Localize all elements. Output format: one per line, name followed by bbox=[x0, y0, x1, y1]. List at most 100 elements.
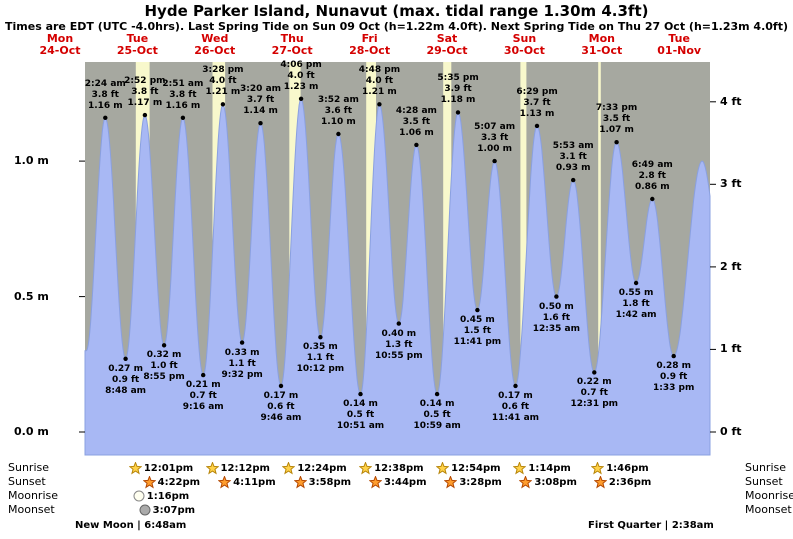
high-tide-annotation: 3:20 am 3.7 ft 1.14 m bbox=[231, 84, 291, 117]
annotation-line: 0.17 m bbox=[498, 390, 533, 401]
day-name: Thu bbox=[280, 32, 304, 45]
day-name: Sat bbox=[436, 32, 458, 45]
sunset-marker: 2:36pm bbox=[593, 475, 652, 489]
tide-extreme-dot bbox=[492, 158, 497, 164]
side-label-left-moonrise: Moonrise bbox=[8, 489, 58, 502]
sunrise-time: 1:14pm bbox=[528, 462, 571, 474]
annotation-line: 3.5 ft bbox=[402, 116, 431, 127]
sunset-time: 3:28pm bbox=[459, 476, 502, 488]
sunset-marker: 3:44pm bbox=[369, 475, 426, 489]
tide-extreme-dot bbox=[298, 96, 304, 102]
annotation-line: 3.7 ft bbox=[523, 97, 551, 108]
annotation-line: 0.32 m bbox=[146, 350, 182, 361]
tide-extreme-dot bbox=[258, 121, 263, 126]
annotation-line: 0.6 ft bbox=[267, 401, 295, 412]
annotation-line: 1.5 ft bbox=[463, 326, 492, 337]
low-tide-annotation: 0.40 m 1.3 ft 10:55 pm bbox=[369, 329, 429, 362]
low-tide-annotation: 0.22 m 0.7 ft 12:31 pm bbox=[564, 377, 624, 410]
tide-extreme-dot bbox=[103, 115, 108, 121]
annotation-line: 5:53 am bbox=[552, 141, 594, 152]
side-label-left-moonset: Moonset bbox=[8, 503, 55, 516]
sunset-marker: 4:22pm bbox=[142, 475, 200, 489]
tide-extreme-dot bbox=[534, 123, 540, 129]
annotation-line: 1.16 m bbox=[87, 100, 123, 111]
day-label: Tue 25-Oct bbox=[102, 33, 172, 57]
day-name: Mon bbox=[588, 32, 615, 45]
high-tide-annotation: 5:35 pm 3.9 ft 1.18 m bbox=[428, 73, 488, 106]
low-tide-annotation: 0.14 m 0.5 ft 10:59 am bbox=[407, 399, 467, 432]
annotation-line: 8:55 pm bbox=[143, 372, 185, 383]
day-label: Thu 27-Oct bbox=[257, 33, 327, 57]
sunset-time: 3:44pm bbox=[384, 476, 427, 488]
sunrise-star-icon bbox=[436, 461, 450, 474]
annotation-line: 1:33 pm bbox=[653, 383, 695, 394]
sunrise-time: 12:01pm bbox=[143, 462, 194, 474]
low-tide-annotation: 0.28 m 0.9 ft 1:33 pm bbox=[644, 361, 704, 394]
moonset-marker: 3:07pm bbox=[139, 503, 195, 517]
annotation-line: 1.16 m bbox=[165, 100, 201, 111]
day-date: 28-Oct bbox=[349, 44, 391, 57]
day-label: Wed 26-Oct bbox=[180, 33, 250, 57]
low-tide-annotation: 0.14 m 0.5 ft 10:51 am bbox=[331, 399, 391, 432]
sunrise-marker: 12:38pm bbox=[359, 461, 424, 475]
sunrise-time: 1:46pm bbox=[606, 462, 649, 474]
high-tide-annotation: 2:24 am 3.8 ft 1.16 m bbox=[75, 79, 135, 112]
low-tide-annotation: 0.35 m 1.1 ft 10:12 pm bbox=[290, 342, 350, 375]
sunrise-star-icon bbox=[282, 461, 296, 474]
tide-extreme-dot bbox=[414, 142, 419, 148]
sunset-star-icon bbox=[142, 475, 156, 488]
moonset-time: 3:07pm bbox=[152, 504, 196, 516]
low-tide-annotation: 0.17 m 0.6 ft 9:46 am bbox=[251, 391, 311, 424]
sunset-star-icon bbox=[593, 475, 607, 488]
annotation-line: 1.3 ft bbox=[385, 339, 413, 350]
day-date: 26-Oct bbox=[194, 44, 236, 57]
annotation-line: 0.50 m bbox=[539, 301, 574, 312]
annotation-line: 6:49 am bbox=[631, 160, 673, 171]
sunrise-marker: 12:01pm bbox=[128, 461, 194, 475]
tide-extreme-dot bbox=[434, 391, 440, 397]
day-date: 31-Oct bbox=[581, 44, 623, 57]
tide-extreme-dot bbox=[671, 353, 676, 359]
high-tide-annotation: 5:53 am 3.1 ft 0.93 m bbox=[543, 141, 603, 174]
sunrise-marker: 12:24pm bbox=[282, 461, 347, 475]
low-tide-annotation: 0.17 m 0.6 ft 11:41 am bbox=[485, 391, 545, 424]
annotation-line: 2:52 pm bbox=[124, 76, 166, 87]
moonset-icon bbox=[139, 504, 151, 516]
low-tide-annotation: 0.50 m 1.6 ft 12:35 am bbox=[526, 302, 586, 335]
day-label: Tue 01-Nov bbox=[644, 33, 714, 57]
annotation-line: 3.8 ft bbox=[169, 89, 197, 100]
sunrise-star-icon bbox=[359, 461, 373, 474]
tide-extreme-dot bbox=[336, 131, 341, 137]
annotation-line: 0.6 ft bbox=[501, 401, 530, 412]
sunrise-marker: 12:54pm bbox=[436, 461, 501, 475]
annotation-line: 3.3 ft bbox=[480, 133, 509, 144]
high-tide-annotation: 2:51 am 3.8 ft 1.16 m bbox=[153, 79, 213, 112]
tide-extreme-dot bbox=[201, 372, 206, 378]
tide-extreme-dot bbox=[239, 340, 245, 345]
sunset-star-icon bbox=[293, 475, 307, 488]
annotation-line: 0.5 ft bbox=[423, 410, 451, 421]
right-axis-label: 4 ft bbox=[720, 94, 742, 108]
annotation-line: 10:12 pm bbox=[296, 364, 345, 375]
annotation-line: 1.18 m bbox=[440, 95, 476, 106]
annotation-line: 0.14 m bbox=[343, 399, 378, 410]
annotation-line: 1.8 ft bbox=[622, 299, 650, 309]
annotation-line: 3.5 ft bbox=[602, 114, 631, 125]
tide-extreme-dot bbox=[161, 343, 167, 348]
new-moon-label: New Moon | 6:48am bbox=[75, 520, 187, 531]
low-tide-annotation: 0.45 m 1.5 ft 11:41 pm bbox=[447, 315, 507, 348]
moonrise-marker: 1:16pm bbox=[133, 489, 189, 503]
sunset-time: 2:36pm bbox=[608, 476, 652, 488]
sunset-star-icon bbox=[519, 475, 533, 488]
annotation-line: 5:35 pm bbox=[437, 73, 479, 84]
annotation-line: 11:41 pm bbox=[453, 337, 502, 348]
high-tide-annotation: 4:28 am 3.5 ft 1.06 m bbox=[386, 106, 446, 139]
annotation-line: 11:41 am bbox=[491, 412, 540, 423]
first-quarter-label: First Quarter | 2:38am bbox=[588, 520, 714, 531]
low-tide-annotation: 0.55 m 1.8 ft 1:42 am bbox=[606, 288, 666, 321]
annotation-line: 3.6 ft bbox=[324, 106, 353, 117]
sunset-marker: 3:58pm bbox=[293, 475, 351, 489]
sunrise-star-icon bbox=[591, 461, 605, 474]
